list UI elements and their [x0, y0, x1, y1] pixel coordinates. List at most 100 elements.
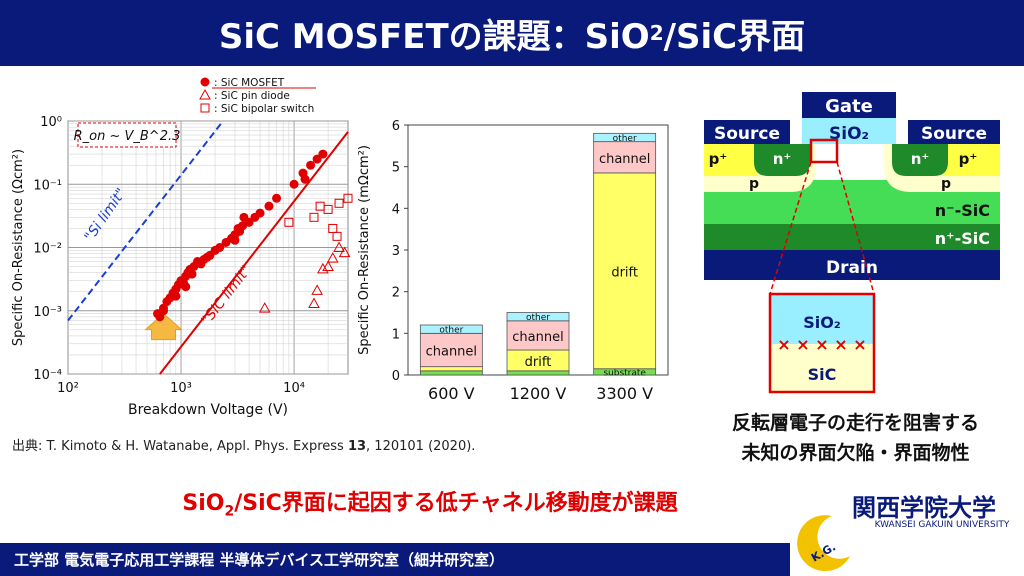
y-tick-label: 10⁻¹ — [33, 178, 62, 193]
p-plus-left-label: p⁺ — [709, 150, 728, 168]
improvement-arrow — [144, 312, 183, 341]
bipolar-switch-point — [309, 212, 319, 222]
legend-marker-bipolar — [200, 103, 210, 113]
bar-segment-drift — [419, 366, 483, 372]
mosfet-point — [171, 291, 181, 301]
bipolar-switch-point — [343, 193, 353, 203]
legend-label: : SiC MOSFET — [214, 77, 285, 89]
bar-segment-label: other — [439, 326, 463, 336]
x-tick-label: 10² — [57, 381, 79, 396]
mosfet-point — [264, 201, 274, 211]
bar-segment-channel — [419, 332, 483, 368]
mosfet-point — [187, 269, 197, 279]
y-tick-label: 10⁻³ — [33, 305, 62, 320]
bar-y-tick-label: 0 — [392, 369, 400, 384]
oxide-label: SiO₂ — [829, 124, 869, 144]
defect-marks: × × × × × — [777, 335, 866, 354]
bar-segment-label: channel — [512, 330, 563, 345]
formula-box — [77, 122, 177, 148]
n-plus-left-label: n⁺ — [773, 150, 792, 168]
bipolar-switch-point — [323, 204, 333, 214]
conclusion-sub: 2 — [224, 503, 235, 520]
source-post: , 120101 (2020). — [366, 439, 476, 454]
defect-mark: × — [777, 335, 790, 354]
mosfet-point — [230, 235, 240, 245]
drain-layer — [704, 250, 1000, 280]
zoom-line-left — [769, 161, 812, 295]
n-plus-sic-layer — [704, 224, 1000, 250]
scatter-points: : SiC MOSFET: SiC pin diode: SiC bipolar… — [153, 77, 353, 322]
drain-label: Drain — [826, 258, 878, 278]
p-plus-right — [944, 144, 1000, 176]
p-left-label: p — [749, 176, 759, 192]
bipolar-switch-point — [284, 217, 294, 227]
bar-stacks: channel other drift channel other substrate dr… — [419, 132, 657, 378]
mosfet-point — [159, 306, 169, 316]
n-minus-sic-label: n⁻-SiC — [935, 201, 990, 220]
y-axis-label: Specific On-Resistance (Ωcm²) — [11, 149, 26, 346]
bar-segment-channel — [506, 320, 570, 351]
scatter-chart: "Si limit""SiC limit"R_on ~ V_B^2.3 : Si… — [11, 77, 353, 418]
bar-segment-drift — [593, 172, 657, 370]
title-main: SiC MOSFETの課題：SiO — [218, 16, 650, 57]
bar-category-label: 600 V — [428, 384, 475, 403]
bar-segment-substrate — [506, 370, 570, 376]
bar-segment-label: other — [613, 134, 637, 144]
footer-bar: 工学部 電気電子応用工学課程 半導体デバイス工学研究室（細井研究室） — [0, 543, 790, 576]
x-axis-label: Breakdown Voltage (V) — [128, 402, 288, 418]
n-plus-right — [892, 144, 948, 176]
mosfet-point — [272, 193, 282, 203]
bar-y-tick-label: 2 — [392, 286, 400, 301]
p-right-label: p — [941, 176, 951, 192]
bar-y-tick-label: 1 — [392, 327, 400, 342]
source-pre: 出典: T. Kimoto & H. Watanabe, Appl. Phys.… — [12, 439, 348, 454]
conclusion-post: /SiC界面に起因する低チャネル移動度が課題 — [234, 491, 678, 516]
x-tick-label: 10⁴ — [283, 381, 305, 396]
university-name-en: KWANSEI GAKUIN UNIVERSITY — [874, 520, 1010, 530]
bar-segment-label: channel — [599, 152, 650, 167]
note-line-2: 未知の界面欠陥・界面物性 — [741, 442, 970, 464]
n-plus-left — [754, 144, 810, 176]
bar-chart: 0 1 2 3 4 5 6 Specific On-Resistance (mΩcm²) 600… — [357, 119, 669, 403]
legend-marker-pin — [199, 88, 211, 100]
university-name: 関西学院大学 — [852, 494, 996, 522]
mosfet-point — [306, 160, 316, 170]
mosfet-diagram: Gate SiO₂ Source Source p⁺ n⁺ n⁺ p⁺ p p … — [704, 92, 1000, 394]
bar-segment-label: other — [526, 313, 550, 323]
mosfet-point — [255, 208, 265, 218]
bar-y-tick-label: 4 — [392, 202, 400, 217]
scatter-axes: 10² 10³ 10⁴ 10⁻⁴ 10⁻³ 10⁻² 10⁻¹ 10⁰ Breakdown Vo… — [11, 115, 305, 418]
source-volume: 13 — [347, 439, 367, 454]
n-plus-sic-label: n⁺-SiC — [935, 229, 990, 248]
bipolar-switch-point — [334, 198, 344, 208]
title-sub: 2 — [649, 21, 664, 45]
bar-category-label: 1200 V — [510, 384, 567, 403]
pin-diode-point — [333, 241, 345, 252]
source-citation: 出典: T. Kimoto & H. Watanabe, Appl. Phys.… — [12, 435, 475, 454]
mosfet-point — [300, 174, 310, 184]
bar-segment-substrate — [419, 370, 483, 376]
source-right-label: Source — [921, 124, 987, 144]
conclusion-pre: SiO — [182, 491, 225, 516]
y-tick-label: 10⁰ — [40, 115, 62, 130]
bar-y-tick-label: 5 — [392, 161, 400, 176]
gate-label: Gate — [825, 96, 873, 117]
y-tick-label: 10⁻² — [33, 242, 62, 257]
defect-mark: × — [796, 335, 809, 354]
bar-segment-label: channel — [426, 345, 477, 360]
footer-lab: 工学部 電気電子応用工学課程 半導体デバイス工学研究室（細井研究室） — [14, 551, 504, 569]
si-limit-line — [67, 120, 224, 322]
legend-label: : SiC bipolar switch — [214, 103, 314, 115]
bipolar-switch-point — [332, 231, 342, 241]
bar-segment-label: drift — [611, 265, 638, 280]
gate-electrode — [802, 92, 896, 118]
interface-note: 反転層電子の走行を阻害する 未知の界面欠陥・界面物性 — [693, 408, 1018, 468]
defect-mark: × — [815, 335, 828, 354]
p-plus-right-label: p⁺ — [959, 150, 978, 168]
source-right — [908, 120, 1000, 144]
zoom-line-right — [836, 161, 875, 295]
scatter-grid — [67, 120, 349, 375]
bar-segment-label: substrate — [603, 368, 646, 378]
y-tick-label: 10⁻⁴ — [33, 368, 62, 383]
slide-title: SiC MOSFETの課題：SiO 2/SiC界面 — [0, 0, 1024, 66]
